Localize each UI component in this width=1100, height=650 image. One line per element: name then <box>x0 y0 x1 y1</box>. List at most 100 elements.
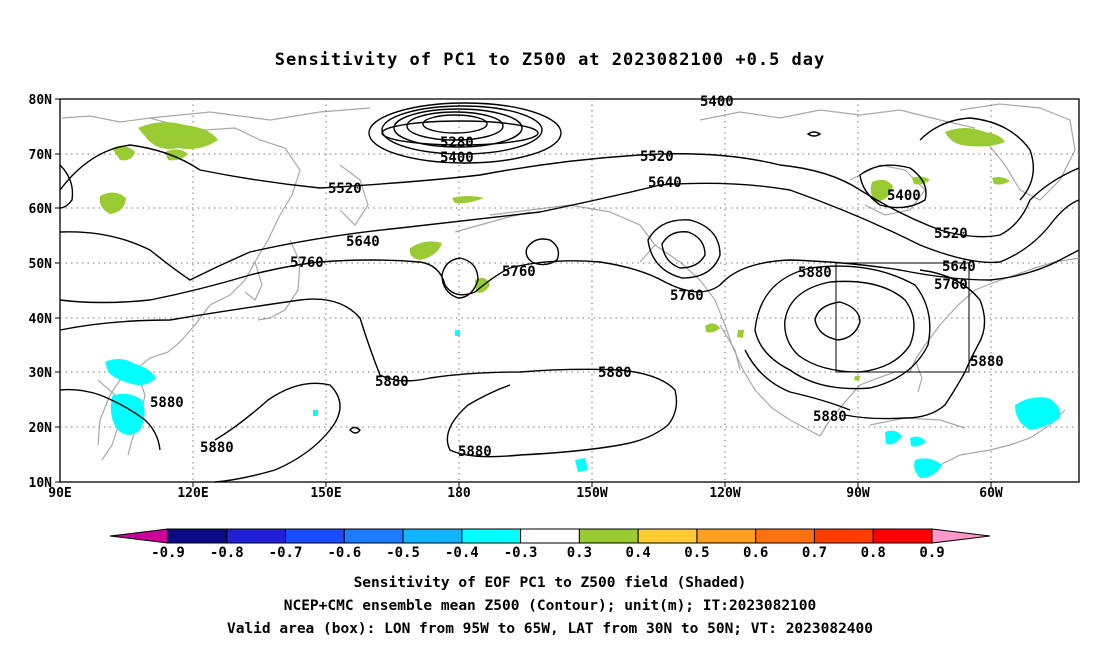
map-frame <box>59 98 1080 483</box>
contour-label: 5880 <box>970 354 1004 370</box>
colorbar-label: -0.5 <box>386 545 420 561</box>
lon-tick-label: 150W <box>576 486 607 501</box>
contour-west-tip <box>59 164 74 209</box>
contour-label: 5880 <box>598 365 632 381</box>
contour-label: 5760 <box>670 288 704 304</box>
contour-alaska-low <box>647 219 721 279</box>
contour-label: 5760 <box>502 264 536 280</box>
contour-label: 5520 <box>640 149 674 165</box>
colorbar-cell <box>167 528 228 544</box>
coast-na-east <box>914 257 1080 361</box>
chart-title: Sensitivity of PC1 to Z500 at 2023082100… <box>274 50 826 70</box>
lat-tick-label: 40N <box>29 312 53 327</box>
lat-tick-label: 80N <box>29 93 53 108</box>
lat-tick-label: 20N <box>29 421 53 436</box>
lon-tick-label: 60W <box>979 486 1003 501</box>
contour-5880-south <box>214 382 341 483</box>
lon-tick-label: 90E <box>48 486 71 501</box>
contour-hudson-low <box>859 164 927 209</box>
coast-hudson <box>849 164 926 216</box>
lat-tick-label: 50N <box>29 257 53 272</box>
contour-label: 5400 <box>700 94 734 110</box>
contour-ring-4 <box>381 105 543 155</box>
colorbar-label: 0.5 <box>684 545 709 561</box>
colorbar-label: -0.7 <box>269 545 303 561</box>
contour-5640-line <box>59 182 1080 281</box>
contour-asia-5880 <box>59 388 161 451</box>
contour-ring-5 <box>368 102 562 164</box>
colorbar-label: 0.6 <box>743 545 768 561</box>
coast-kamchatka <box>339 164 369 226</box>
contour-label: 5880 <box>200 440 234 456</box>
contour-label: 5760 <box>290 255 324 271</box>
coast-arctic-islands <box>699 109 976 129</box>
contour-label: 5520 <box>328 181 362 197</box>
colorbar-cell <box>872 528 933 544</box>
lon-tick-label: 120W <box>709 486 740 501</box>
colorbar-label: -0.3 <box>504 545 538 561</box>
contour-small-ring <box>806 131 822 137</box>
lon-tick-label: 180 <box>447 486 471 501</box>
lon-ticks <box>192 482 992 487</box>
colorbar-label: 0.3 <box>567 545 592 561</box>
colorbar-label: -0.9 <box>151 545 185 561</box>
colorbar-cell <box>226 528 287 544</box>
colorbar-high-arrow <box>931 528 991 544</box>
contour-5520-line <box>59 144 1080 238</box>
contour-bering-low <box>441 257 479 299</box>
contour-alaska-low-inner <box>661 231 706 269</box>
contour-label: 5520 <box>934 226 968 242</box>
contour-us-high-outer <box>784 280 915 373</box>
colorbar-cell <box>578 528 639 544</box>
contour-label: 5280 <box>440 135 474 151</box>
contour-label: 5880 <box>150 395 184 411</box>
contour-ring-6 <box>381 120 539 146</box>
lat-ticks <box>55 98 60 483</box>
contour-label: 5880 <box>813 409 847 425</box>
colorbar-label: 0.7 <box>802 545 827 561</box>
colorbar: -0.9 -0.8 -0.7 -0.6 -0.5 -0.4 -0.3 0.3 0.4 0.5 0.6… <box>109 528 991 561</box>
coast-baja <box>719 324 741 371</box>
colorbar-cell <box>813 528 874 544</box>
caption-line-3: Valid area (box): LON from 95W to 65W, L… <box>226 621 873 637</box>
caption-line-2: NCEP+CMC ensemble mean Z500 (Contour); u… <box>283 598 817 614</box>
lat-tick-label: 10N <box>29 476 53 491</box>
colorbar-label: -0.8 <box>210 545 244 561</box>
coast-greenland <box>959 103 1076 201</box>
lat-tick-label: 60N <box>29 202 53 217</box>
colorbar-cell <box>461 528 522 544</box>
colorbar-cell <box>637 528 698 544</box>
contour-5760-line <box>59 249 1080 304</box>
colorbar-cell <box>402 528 463 544</box>
contour-label: 5880 <box>458 444 492 460</box>
lon-tick-label: 120E <box>177 486 208 501</box>
contour-label: 5400 <box>440 150 474 166</box>
contour-5880-line-west <box>59 298 678 458</box>
contour-sw-pacific <box>349 426 361 434</box>
colorbar-label: 0.9 <box>919 545 944 561</box>
coast-south-america <box>929 409 1066 471</box>
lat-tick-label: 70N <box>29 148 53 163</box>
colorbar-cell <box>343 528 404 544</box>
contour-label: 5880 <box>798 265 832 281</box>
colorbar-label: 0.4 <box>626 545 651 561</box>
lon-tick-label: 90W <box>846 486 870 501</box>
coast-siberia-north <box>149 107 371 121</box>
contour-label: 5640 <box>648 175 682 191</box>
contour-pacific-high <box>525 238 560 266</box>
lon-axis: 90E 120E 150E 180 150W 120W 90W 60W <box>48 486 1003 501</box>
colorbar-cell <box>696 528 757 544</box>
contour-north-atlantic <box>919 117 1034 201</box>
contour-us-high <box>814 301 861 341</box>
coast-caribbean <box>869 417 966 429</box>
contour-us-outer-2 <box>754 265 931 390</box>
colorbar-cell <box>755 528 815 544</box>
sensitivity-positive-shading <box>99 122 1010 381</box>
contour-label: 5400 <box>887 188 921 204</box>
contour-ring-3 <box>393 108 523 148</box>
colorbar-low-arrow <box>109 528 169 544</box>
contour-label: 5760 <box>934 277 968 293</box>
contour-label-group: 5280 5400 5520 5640 5760 5880 5400 5520 … <box>150 94 1004 460</box>
contour-5280-ring <box>422 114 488 134</box>
